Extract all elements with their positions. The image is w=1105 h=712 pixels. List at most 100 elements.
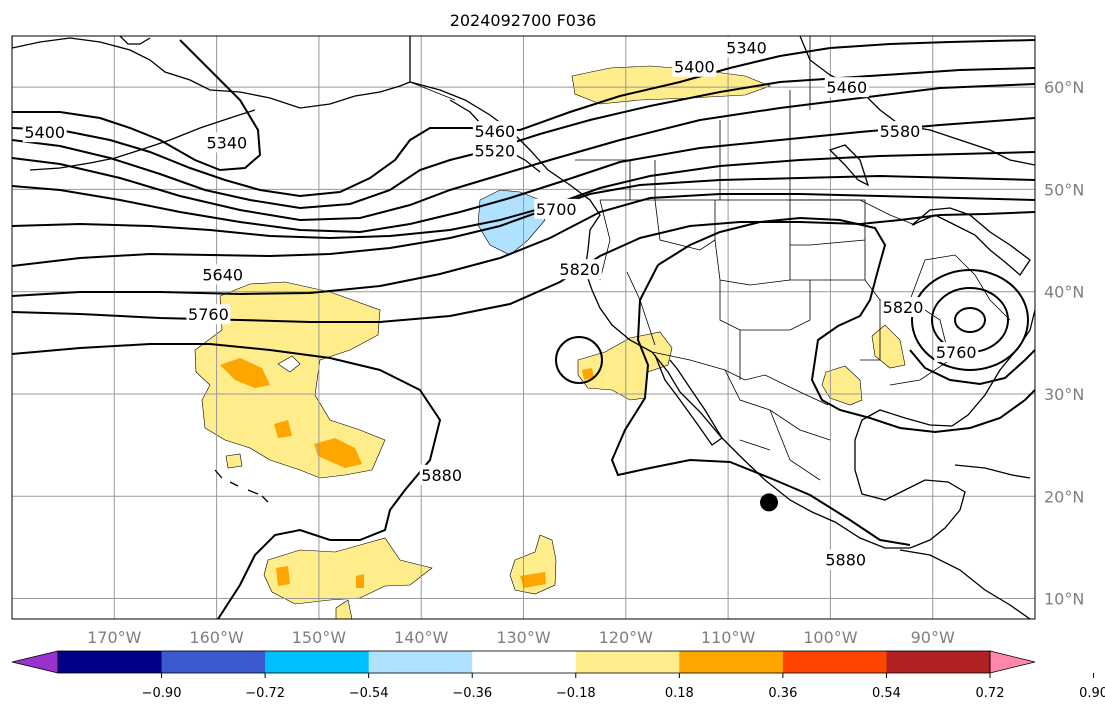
contour-label: 5640 xyxy=(202,265,243,284)
colorbar-extend-high xyxy=(989,650,1036,674)
height-contour xyxy=(12,343,442,619)
colorbar-segment xyxy=(161,651,266,673)
colorbar-tick-label: −0.72 xyxy=(245,686,285,701)
contour-label: 5400 xyxy=(24,123,65,142)
contour-label-background xyxy=(472,140,517,161)
colorbar-tick-label: 0.36 xyxy=(768,686,797,701)
alaska-coast xyxy=(12,37,411,109)
map-frame xyxy=(11,35,1036,620)
location-marker xyxy=(760,493,779,512)
contour-label-background xyxy=(824,77,869,98)
contour-label-background xyxy=(823,549,868,570)
latitude-tick-label: 50°N xyxy=(1044,180,1084,199)
gulf-of-california-coast xyxy=(654,354,723,446)
latitude-tick-label: 30°N xyxy=(1044,385,1084,404)
colorbar-segment xyxy=(265,651,370,673)
hudson-bay-coast xyxy=(828,144,870,187)
contour-label-background xyxy=(672,56,717,77)
contour-label: 5580 xyxy=(880,122,921,141)
contour-label: 5340 xyxy=(206,133,247,152)
map-area: 5340540054005340546055805460552057005640… xyxy=(12,36,1035,619)
contour-label-background xyxy=(881,297,926,318)
contour-labels: 5340540054005340546055805460552057005640… xyxy=(22,37,979,570)
longitude-tick-label: 130°W xyxy=(496,628,551,647)
contour-label-background xyxy=(534,198,579,219)
latitude-tick-labels: 60°N 50°N 40°N 30°N 20°N 10°N xyxy=(1044,78,1084,608)
contour-label: 5760 xyxy=(936,343,977,362)
contour-label-background xyxy=(204,132,249,153)
colorbar-segment xyxy=(472,651,577,673)
height-contour xyxy=(12,211,1035,323)
contour-label: 5880 xyxy=(825,551,866,570)
height-contour xyxy=(12,67,1035,210)
colorbar-tick-label: 0.54 xyxy=(872,686,901,701)
latitude-tick-label: 20°N xyxy=(1044,487,1084,506)
height-contours xyxy=(12,39,1035,619)
height-contour xyxy=(12,39,1035,198)
height-contour xyxy=(555,336,604,384)
colorbar-segment xyxy=(679,651,784,673)
height-contour xyxy=(610,264,911,546)
colorbar-segment xyxy=(886,651,991,673)
colorbar-tick-label: −0.36 xyxy=(452,686,492,701)
strong-positive-anomaly-region xyxy=(274,420,292,438)
longitude-tick-label: 170°W xyxy=(87,628,142,647)
contour-label-background xyxy=(934,342,979,363)
longitude-tick-label: 90°W xyxy=(911,628,955,647)
strong-positive-anomaly-region xyxy=(220,358,270,388)
contour-label-background xyxy=(419,464,464,485)
height-contour xyxy=(12,174,1035,267)
contour-label-background xyxy=(200,264,245,285)
colorbar-tick-label: −0.90 xyxy=(142,686,182,701)
longitude-tick-label: 150°W xyxy=(292,628,347,647)
strong-positive-anomaly-region xyxy=(276,566,290,586)
contour-label: 5340 xyxy=(726,38,767,57)
positive-anomaly-region xyxy=(263,537,433,605)
colorbar: −0.90 −0.72 −0.54 −0.36 −0.18 0.18 0.36 0.54 0.7… xyxy=(11,650,1105,701)
colorbar-tick-label: −0.54 xyxy=(349,686,389,701)
colorbar-segment xyxy=(58,651,163,673)
latitude-tick-label: 10°N xyxy=(1044,590,1084,609)
height-contour xyxy=(12,39,262,172)
contour-label-background xyxy=(557,259,602,280)
contour-label: 5820 xyxy=(559,260,600,279)
anomaly-hole xyxy=(277,355,301,373)
contour-label: 5700 xyxy=(536,200,577,219)
height-contour xyxy=(909,349,1035,386)
colorbar-segment xyxy=(575,651,680,673)
longitude-tick-label: 120°W xyxy=(599,628,654,647)
latitude-tick-label: 60°N xyxy=(1044,78,1084,97)
height-contour xyxy=(12,193,1035,297)
siberia-coast xyxy=(12,36,151,48)
colorbar-outline xyxy=(57,650,991,674)
colorbar-tick-label: 0.90 xyxy=(1079,686,1105,701)
longitude-tick-label: 100°W xyxy=(803,628,858,647)
positive-anomaly-region xyxy=(821,365,863,406)
colorbar-tick-label: 0.18 xyxy=(665,686,694,701)
us-mexico-border xyxy=(651,351,829,406)
colorbar-segment xyxy=(368,651,473,673)
longitude-tick-label: 160°W xyxy=(189,628,244,647)
colorbar-tick-label: 0.72 xyxy=(976,686,1005,701)
strong-positive-anomaly-region xyxy=(582,368,594,380)
contour-label: 5880 xyxy=(421,466,462,485)
longitude-tick-label: 110°W xyxy=(701,628,756,647)
strong-positive-anomaly-region xyxy=(356,574,364,588)
contour-label-background xyxy=(877,121,922,142)
latitude-tick-label: 40°N xyxy=(1044,283,1084,302)
contour-label: 5460 xyxy=(474,122,515,141)
contour-label-background xyxy=(186,304,231,325)
contour-label-background xyxy=(724,37,769,58)
positive-anomaly-region xyxy=(225,453,243,469)
strong-positive-anomaly-region xyxy=(520,572,546,588)
strong-positive-anomaly-region xyxy=(314,438,362,468)
height-contour xyxy=(12,117,1035,234)
anomaly-shading xyxy=(194,65,906,619)
contour-label: 5820 xyxy=(883,298,924,317)
caribbean-islands xyxy=(954,464,1031,479)
mexico-state-lines xyxy=(724,369,831,481)
contour-label: 5520 xyxy=(474,142,515,161)
contour-label: 5400 xyxy=(674,58,715,77)
central-america-coast xyxy=(899,549,1031,619)
